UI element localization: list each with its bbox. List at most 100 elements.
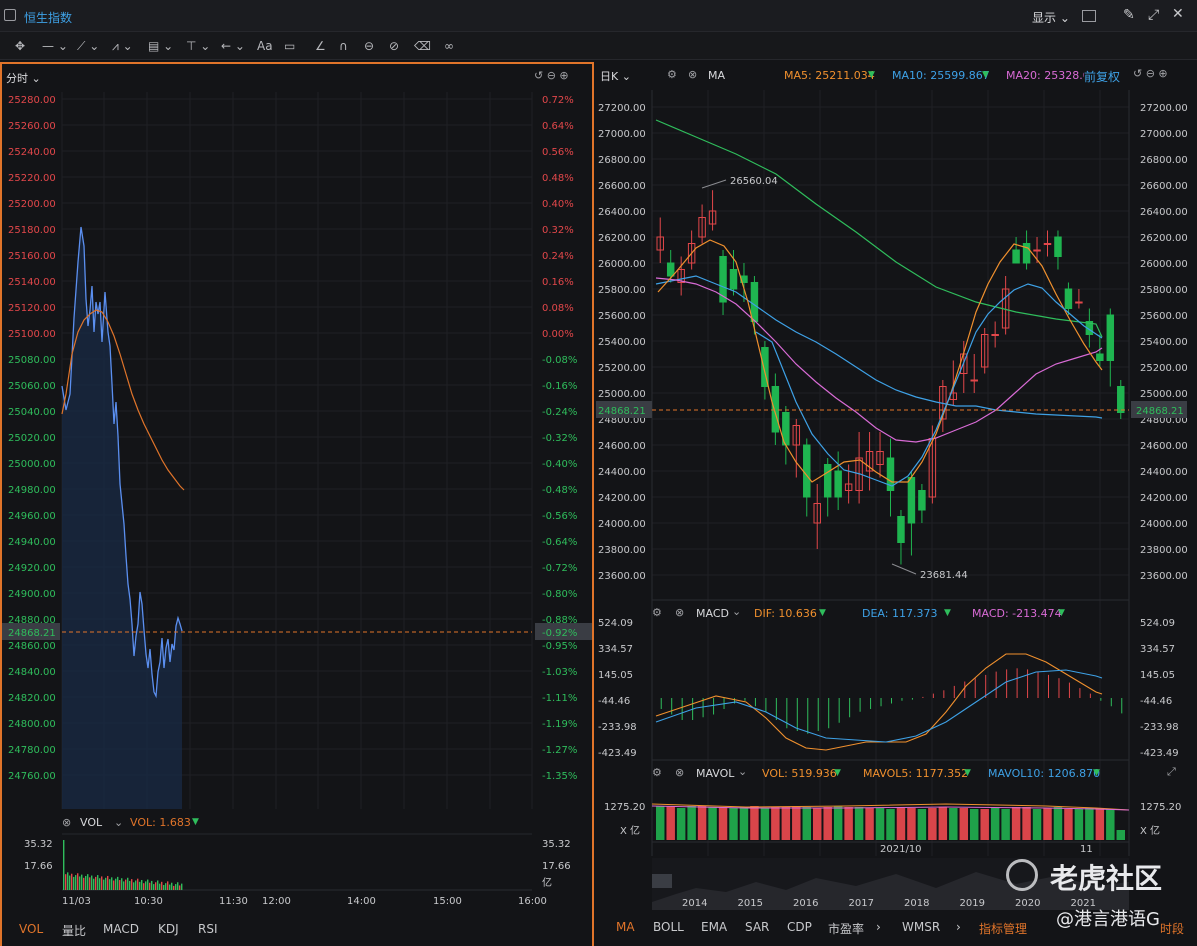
mavol-vol-value: VOL: 519.936 bbox=[762, 767, 837, 780]
tab-cdp[interactable]: CDP bbox=[787, 920, 812, 934]
close-icon[interactable]: ✕ bbox=[1172, 6, 1184, 22]
wave-icon[interactable]: ⩘ ⌄ bbox=[112, 39, 133, 53]
vol-indicator-label[interactable]: VOL bbox=[80, 816, 103, 829]
vol-bar bbox=[79, 876, 81, 890]
current-price-tag: 24868.21 bbox=[1136, 406, 1184, 417]
vol-bar bbox=[135, 880, 137, 890]
macd-dropdown-icon[interactable]: ⌄ bbox=[732, 605, 742, 618]
tab-pe[interactable]: 市盈率 bbox=[828, 922, 865, 936]
display-menu[interactable]: 显示 ⌄ bbox=[1032, 9, 1070, 26]
tab-period[interactable]: 时段 bbox=[1160, 922, 1185, 936]
dea-value: DEA: 117.373 bbox=[862, 607, 938, 620]
volume-bar bbox=[1085, 808, 1094, 840]
mavol-settings-icon[interactable]: ⚙ bbox=[652, 766, 662, 779]
candle-body bbox=[729, 269, 738, 290]
price-tick-label: 25220.00 bbox=[8, 173, 56, 184]
kline-mode-select[interactable]: 日K ⌄ bbox=[600, 70, 631, 83]
volume-bar bbox=[833, 806, 843, 840]
pct-tick-label: 0.08% bbox=[542, 303, 574, 314]
price-tick-label: 24000.00 bbox=[1140, 519, 1188, 530]
macd-marker-icon: ▼ bbox=[1058, 608, 1065, 618]
tab-indicator-manage[interactable]: 指标管理 bbox=[979, 922, 1028, 936]
volume-bar bbox=[949, 808, 958, 840]
tab-boll[interactable]: BOLL bbox=[653, 920, 684, 934]
intraday-mode-select[interactable]: 分时 ⌄ bbox=[6, 72, 41, 85]
macd-tick-label: 145.05 bbox=[598, 670, 633, 681]
panel-controls-icon[interactable]: ↺ ⊖ ⊕ bbox=[534, 69, 569, 82]
daily-kline-panel[interactable]: 27200.00 27200.00 27000.00 27000.00 26800.00… bbox=[596, 62, 1197, 946]
link-icon[interactable]: ∞ bbox=[444, 39, 454, 53]
intraday-chart[interactable]: 25280.00 25260.00 25240.00 25220.00 25200.00… bbox=[2, 64, 592, 946]
vol-close-icon[interactable]: ⊗ bbox=[62, 816, 72, 829]
tab-ema[interactable]: EMA bbox=[701, 920, 728, 934]
macd-tick-label: -423.49 bbox=[598, 748, 637, 759]
tab-macd[interactable]: MACD bbox=[103, 922, 139, 936]
volume-bar bbox=[792, 806, 801, 840]
pct-tick-label: -0.48% bbox=[542, 485, 577, 496]
text-icon[interactable]: Aa bbox=[257, 39, 273, 53]
magnet-icon[interactable]: ∩ bbox=[339, 39, 348, 53]
tab-vol[interactable]: VOL bbox=[19, 922, 44, 936]
ma-close-icon[interactable]: ⊗ bbox=[688, 68, 698, 81]
macd-indicator-label[interactable]: MACD bbox=[696, 607, 729, 620]
intraday-panel[interactable]: 分时 ⌄ ↺ ⊖ ⊕ 25280.00 25260.00 25240.00 25220… bbox=[0, 62, 594, 946]
candle-body bbox=[1096, 353, 1104, 361]
vol-bar bbox=[107, 875, 109, 890]
expand-icon[interactable]: ⤢ bbox=[1167, 765, 1176, 778]
mavol-dropdown-icon[interactable]: ⌄ bbox=[738, 765, 748, 778]
price-tick-label: 25000.00 bbox=[8, 459, 56, 470]
move-icon[interactable]: ✥ bbox=[15, 39, 26, 53]
text-anchor-icon[interactable]: ⊤ ⌄ bbox=[186, 39, 211, 53]
macd-close-icon[interactable]: ⊗ bbox=[675, 606, 685, 619]
mavol-indicator-label[interactable]: MAVOL bbox=[696, 767, 735, 780]
vol-bar bbox=[117, 876, 119, 890]
macd-settings-icon[interactable]: ⚙ bbox=[652, 606, 662, 619]
fullscreen-icon[interactable]: ⤢ bbox=[1148, 7, 1160, 23]
mavol10-value: MAVOL10: 1206.870 bbox=[988, 767, 1101, 780]
mavol10-line bbox=[651, 805, 1130, 811]
fib-icon[interactable]: ▤ ⌄ bbox=[148, 39, 174, 53]
price-tick-label: 25000.00 bbox=[1140, 389, 1188, 400]
tab-kdj[interactable]: KDJ bbox=[158, 922, 179, 936]
price-tick-label: 25800.00 bbox=[598, 285, 646, 296]
price-tick-label: 27000.00 bbox=[598, 129, 646, 140]
ruler-icon[interactable]: ∠ bbox=[315, 39, 326, 53]
vol-dropdown-icon[interactable]: ⌄ bbox=[114, 816, 124, 829]
hide-icon[interactable]: ⊖ bbox=[364, 39, 375, 53]
volume-bar bbox=[990, 808, 1000, 840]
dea-line bbox=[655, 669, 1103, 743]
vol-bar bbox=[89, 877, 91, 890]
ma-settings-icon[interactable]: ⚙ bbox=[667, 68, 677, 81]
line-icon[interactable]: — ⌄ bbox=[42, 39, 68, 53]
vol-bar bbox=[69, 875, 71, 890]
price-tick-label: 25080.00 bbox=[8, 355, 56, 366]
mavol-close-icon[interactable]: ⊗ bbox=[675, 766, 685, 779]
tab-ma[interactable]: MA bbox=[616, 920, 635, 934]
kline-controls-icon[interactable]: ↺ ⊖ ⊕ bbox=[1133, 67, 1168, 80]
trend-icon[interactable]: ⟋ ⌄ bbox=[77, 39, 100, 53]
tabs-scroll-right-icon[interactable]: › bbox=[956, 920, 961, 934]
arrow-icon[interactable]: ← ⌄ bbox=[221, 39, 245, 53]
price-tick-label: 25180.00 bbox=[8, 225, 56, 236]
tab-volume-ratio[interactable]: 量比 bbox=[62, 924, 87, 938]
vol-bar bbox=[91, 875, 93, 890]
watermark-handle: @港言港语G bbox=[1056, 909, 1160, 930]
vol-bar bbox=[139, 881, 141, 890]
lock-icon[interactable]: ⊘ bbox=[389, 39, 400, 53]
volume-bar bbox=[760, 808, 770, 840]
comment-icon[interactable]: ▭ bbox=[284, 39, 296, 53]
layout-icon[interactable] bbox=[1082, 10, 1096, 22]
kline-chart[interactable]: 27200.00 27200.00 27000.00 27000.00 26800.00… bbox=[596, 62, 1197, 946]
restore-select[interactable]: 前复权 bbox=[1084, 68, 1121, 85]
volume-bar bbox=[1022, 807, 1031, 840]
volume-bar bbox=[666, 806, 675, 840]
trash-icon[interactable]: ⌫ bbox=[414, 39, 431, 53]
draw-icon[interactable]: ✎ bbox=[1123, 7, 1135, 23]
sidebar-toggle-icon[interactable] bbox=[4, 9, 16, 21]
tab-wmsr[interactable]: WMSR bbox=[902, 920, 941, 934]
date-label: 11 bbox=[1080, 844, 1093, 855]
tab-rsi[interactable]: RSI bbox=[198, 922, 218, 936]
tabs-scroll-icon[interactable]: › bbox=[876, 920, 881, 934]
candle-body bbox=[803, 444, 811, 498]
tab-sar[interactable]: SAR bbox=[745, 920, 770, 934]
